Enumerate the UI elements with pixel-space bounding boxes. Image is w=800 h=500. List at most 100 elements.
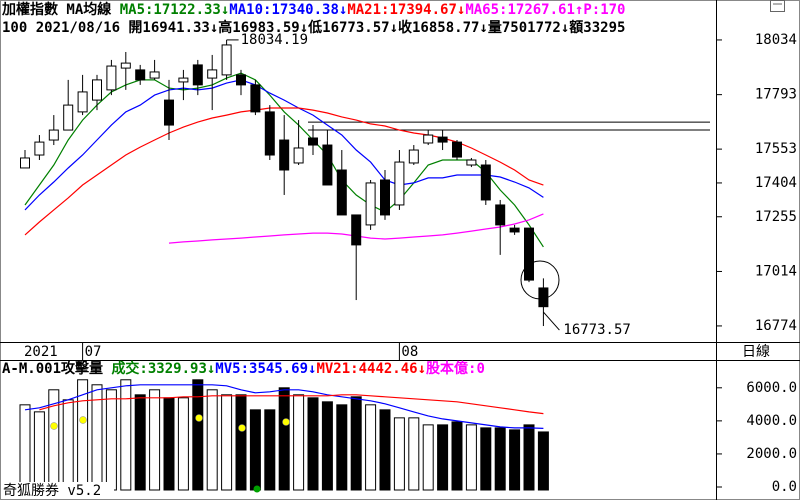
- candle-body: [207, 69, 218, 79]
- candle-body: [322, 144, 333, 186]
- highlight-circle: [520, 260, 560, 300]
- candle-body: [92, 79, 102, 101]
- header-segment: MA5:17122.33↓: [120, 2, 230, 18]
- ma-line: [39, 394, 544, 415]
- x-tick-label: 08: [401, 344, 418, 360]
- candle-body: [437, 136, 448, 143]
- volume-bar: [379, 409, 391, 491]
- candle-body: [452, 141, 462, 158]
- candle-body: [480, 164, 491, 201]
- volume-bar: [480, 427, 492, 491]
- y-tick-label: 17404: [755, 175, 797, 191]
- volume-bar: [278, 387, 290, 491]
- candle-body: [509, 227, 520, 233]
- volume-bar: [365, 404, 377, 491]
- volume-bar: [19, 404, 31, 491]
- volume-bar: [494, 427, 506, 491]
- y-tick-label: 6000.0: [746, 380, 797, 396]
- header-segment: MA65:17267.61↑: [465, 2, 583, 18]
- candle-body: [164, 99, 174, 126]
- volume-bar: [149, 389, 161, 491]
- candle-body: [48, 129, 59, 141]
- candle-body: [250, 84, 261, 113]
- candle-body: [466, 159, 477, 166]
- candle-body: [20, 157, 30, 169]
- candle-body: [149, 71, 160, 79]
- candle-body: [336, 169, 347, 216]
- year-label: 2021: [24, 344, 58, 360]
- candle-body: [365, 182, 376, 226]
- volume-bar: [451, 421, 463, 491]
- info-line: 100 2021/08/16 開16941.33↓高16983.59↓低1677…: [2, 19, 625, 36]
- volume-panel: A-M.001攻擊量 成交:3329.93↓MV5:3545.69↓MV21:4…: [2, 360, 549, 491]
- candle-body: [380, 179, 390, 216]
- ma-line: [24, 79, 544, 211]
- candle-body: [77, 91, 88, 113]
- volume-bar: [437, 424, 449, 491]
- volume-bar: [177, 397, 189, 491]
- candle-body: [423, 134, 434, 144]
- candle-body: [221, 44, 232, 76]
- signal-dot: [282, 418, 290, 426]
- low-label: 16773.57: [563, 322, 630, 338]
- y-tick-label: 4000.0: [746, 413, 797, 429]
- low-leader: [543, 311, 560, 331]
- header-segment: 成交:3329.93↓: [111, 360, 215, 377]
- candle-body: [192, 64, 203, 86]
- ma-line: [24, 384, 544, 429]
- candle-body: [34, 141, 45, 156]
- volume-bar: [163, 397, 175, 491]
- signal-dot: [195, 414, 203, 422]
- footer-bg: [2, 482, 114, 498]
- volume-bar: [336, 404, 348, 491]
- header-segment: MA10:17340.38↓: [229, 2, 347, 18]
- candle-body: [408, 149, 419, 164]
- period-label: 日線: [742, 344, 770, 360]
- y-tick-label: 17014: [755, 263, 797, 279]
- header-line: A-M.001攻擊量 成交:3329.93↓MV5:3545.69↓MV21:4…: [2, 360, 485, 377]
- volume-bar: [120, 379, 132, 491]
- x-tick-label: 07: [85, 344, 102, 360]
- candle-body: [236, 74, 246, 86]
- volume-bar: [321, 401, 333, 491]
- header-segment: MA21:17394.67↓: [347, 2, 465, 18]
- signal-dot: [79, 416, 87, 424]
- y-tick-label: 16774: [755, 318, 797, 334]
- candle-body: [279, 139, 290, 171]
- volume-bar: [33, 411, 45, 491]
- volume-bar: [249, 409, 261, 491]
- volume-bar: [293, 394, 305, 491]
- volume-bar: [393, 417, 405, 491]
- volume-bar: [350, 396, 362, 491]
- volume-bar: [408, 417, 420, 491]
- volume-bar: [422, 424, 434, 491]
- volume-bar: [192, 379, 204, 491]
- volume-bar: [264, 409, 276, 491]
- candle-body: [394, 161, 405, 206]
- signal-dot: [238, 424, 246, 432]
- footer-text: 奇狐勝券 v5.2: [3, 482, 101, 499]
- volume-bar: [221, 394, 233, 491]
- volume-bar: [537, 431, 549, 491]
- candle-body: [106, 65, 117, 91]
- header-segment: 股本億:0: [426, 360, 485, 377]
- volume-bar: [62, 399, 74, 491]
- high-label: 18034.19: [241, 32, 308, 48]
- candle-body: [495, 204, 506, 226]
- window-button[interactable]: [770, 0, 785, 12]
- y-tick-label: 17255: [755, 209, 797, 225]
- volume-bar: [235, 394, 247, 491]
- volume-bar: [523, 424, 535, 491]
- y-tick-label: 17793: [755, 87, 797, 103]
- signal-dot: [253, 485, 261, 493]
- candle-body: [524, 227, 534, 281]
- candle-body: [264, 111, 275, 156]
- header-segment: MV21:4442.46↓: [316, 361, 426, 377]
- candle-body: [120, 62, 131, 69]
- volume-bar: [465, 424, 477, 491]
- signal-dot: [50, 422, 58, 430]
- candle-body: [351, 214, 362, 246]
- volume-bar: [307, 397, 319, 491]
